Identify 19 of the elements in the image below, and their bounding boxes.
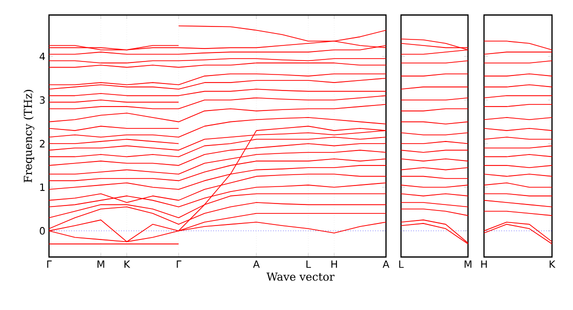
y-tick-label: 4 [40,52,45,60]
y-tick-label: 1 [40,184,45,191]
x-tick-label: H [481,260,487,268]
x-tick-label: M [464,260,472,268]
x-tick-label: A [382,260,390,268]
y-tick-label: 3 [40,96,45,104]
x-tick-label: L [399,260,404,268]
x-tick-label: K [550,260,556,268]
y-tick-label: 0 [40,227,45,235]
x-tick-label: Γ [47,260,52,268]
x-tick-label: Γ [176,260,182,268]
x-tick-label: M [98,260,104,268]
x-axis-title: Wave vector [266,272,335,281]
x-tick-label: H [331,260,337,268]
x-tick-label: A [253,260,260,268]
y-axis-title: Frequency (THz) [24,90,34,182]
y-tick-label: 2 [40,140,44,148]
x-tick-label: K [124,260,130,268]
x-tick-label: L [306,260,311,268]
